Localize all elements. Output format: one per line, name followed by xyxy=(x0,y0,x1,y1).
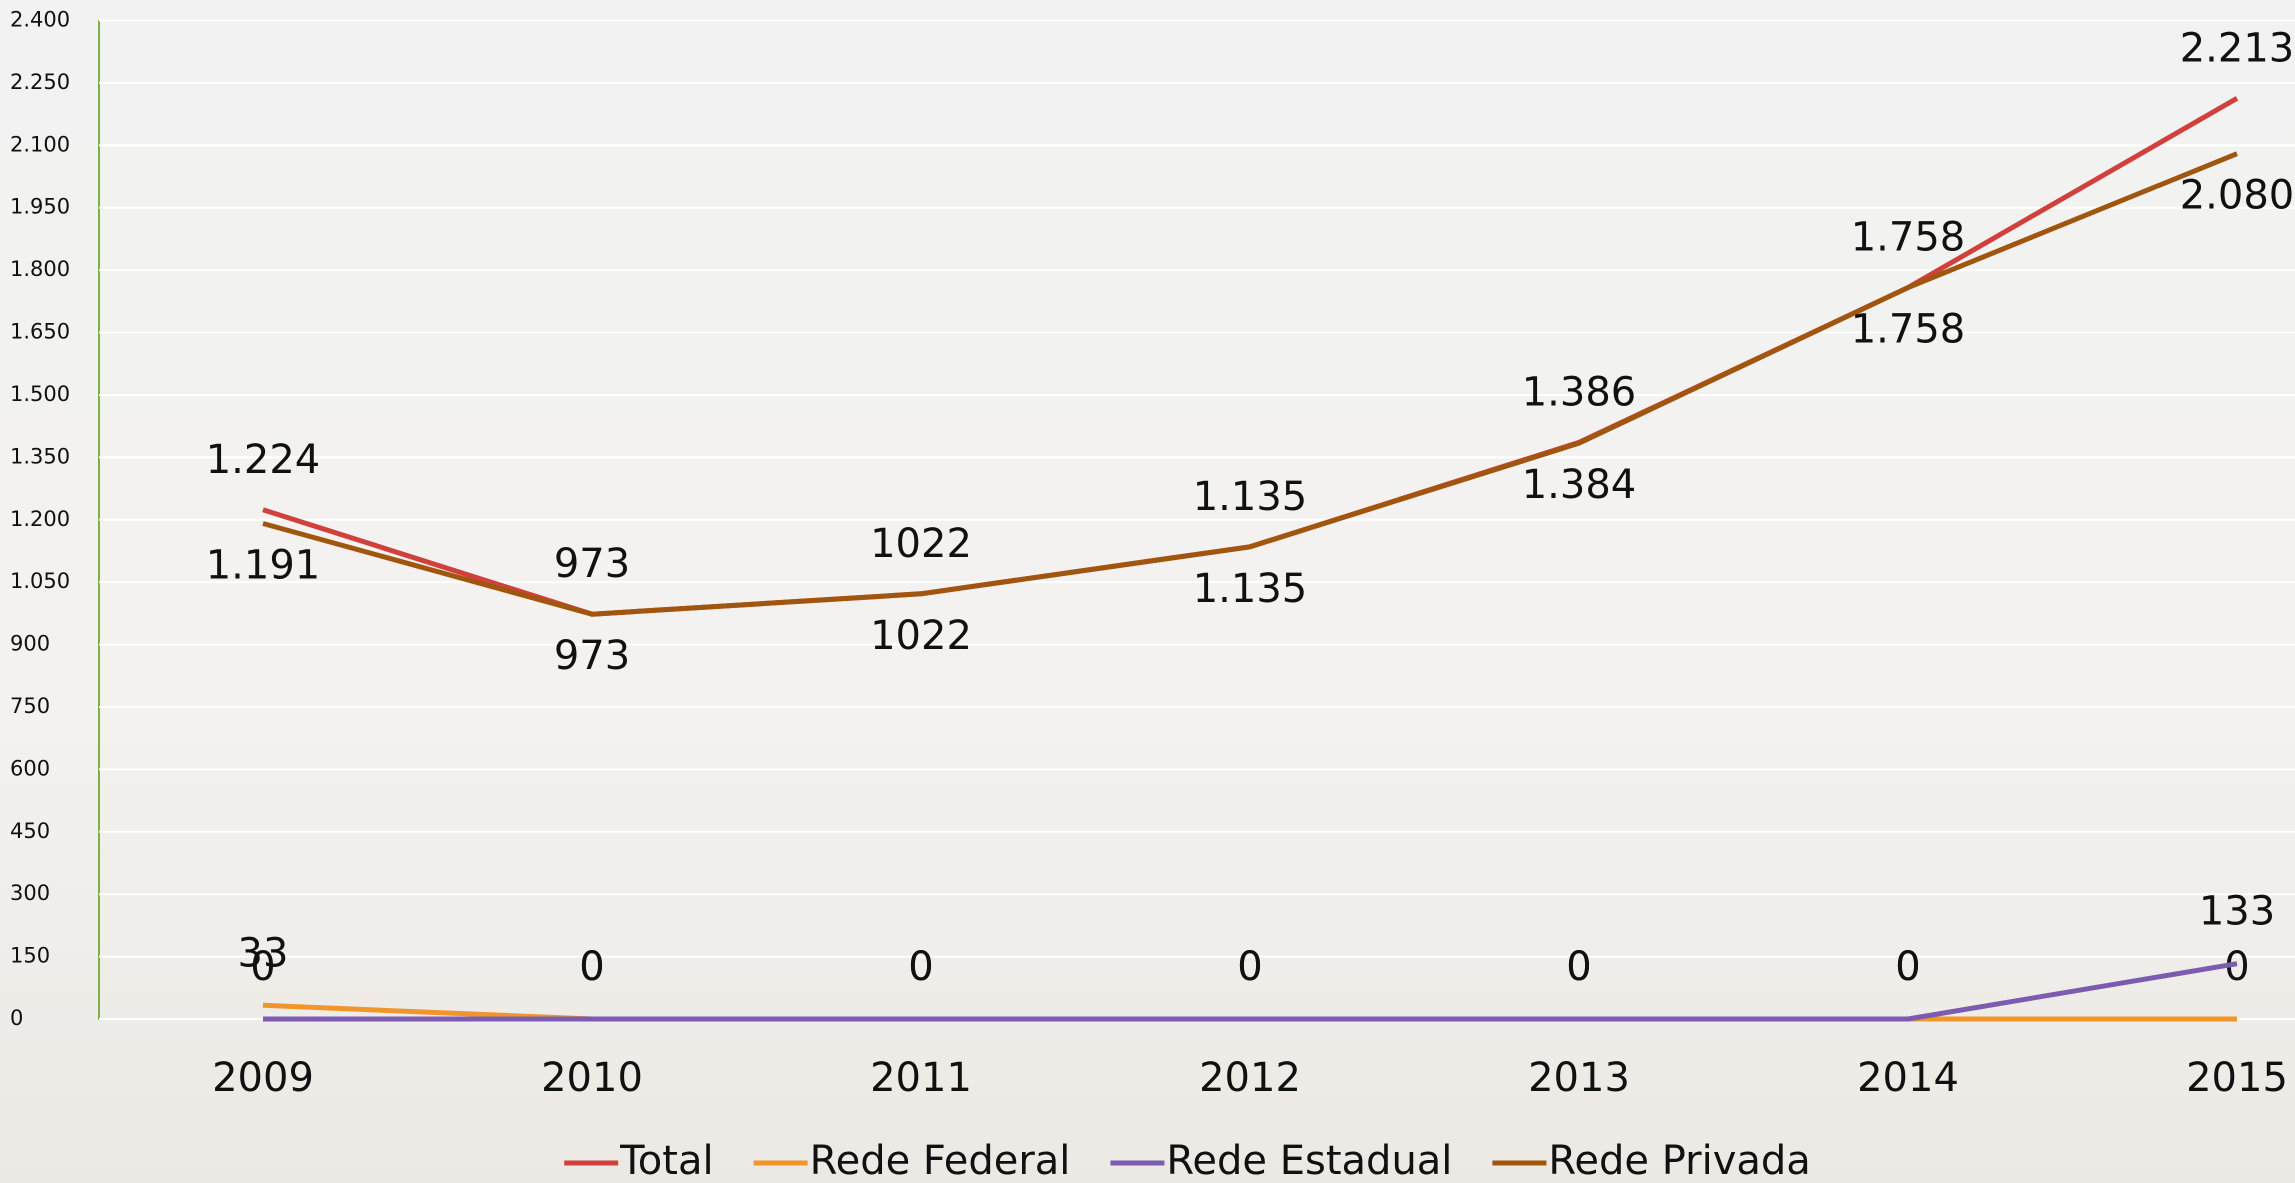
x-tick-label: 2009 xyxy=(212,1055,314,1101)
x-tick-label: 2015 xyxy=(2186,1055,2288,1101)
y-tick-label: 1.800 xyxy=(10,257,70,281)
y-tick-label: 1.650 xyxy=(10,320,70,344)
legend-label: Total xyxy=(619,1138,713,1183)
y-tick-label: 450 xyxy=(10,819,50,843)
y-tick-label: 1.050 xyxy=(10,569,70,593)
data-label: 0 xyxy=(250,944,275,990)
data-label: 1022 xyxy=(870,613,972,659)
y-tick-label: 600 xyxy=(10,756,50,780)
y-tick-label: 300 xyxy=(10,881,50,905)
y-tick-label: 0 xyxy=(10,1006,23,1030)
y-tick-label: 150 xyxy=(10,944,50,968)
y-tick-label: 900 xyxy=(10,632,50,656)
data-label: 2.080 xyxy=(2180,173,2295,219)
data-label: 1.758 xyxy=(1851,215,1966,261)
data-label: 133 xyxy=(2199,889,2275,935)
x-tick-label: 2013 xyxy=(1528,1055,1630,1101)
data-label: 973 xyxy=(554,633,630,679)
data-label: 1.384 xyxy=(1522,462,1637,508)
x-tick-label: 2014 xyxy=(1857,1055,1959,1101)
legend-label: Rede Estadual xyxy=(1166,1138,1452,1183)
data-label: 1.224 xyxy=(206,437,321,483)
y-tick-label: 1.200 xyxy=(10,507,70,531)
data-label: 1.191 xyxy=(206,542,321,588)
y-tick-label: 2.100 xyxy=(10,132,70,156)
data-label: 1.135 xyxy=(1193,474,1308,520)
data-label: 2.213 xyxy=(2180,25,2295,71)
data-label: 1022 xyxy=(870,521,972,567)
data-label: 0 xyxy=(1566,944,1591,990)
y-tick-label: 2.250 xyxy=(10,70,70,94)
x-tick-label: 2011 xyxy=(870,1055,972,1101)
data-label: 0 xyxy=(908,944,933,990)
background xyxy=(0,0,2295,1183)
data-label: 0 xyxy=(579,944,604,990)
data-label: 1.758 xyxy=(1851,307,1966,353)
x-tick-label: 2010 xyxy=(541,1055,643,1101)
data-label: 0 xyxy=(1895,944,1920,990)
data-label: 0 xyxy=(1237,944,1262,990)
y-tick-label: 1.950 xyxy=(10,195,70,219)
y-tick-label: 1.350 xyxy=(10,444,70,468)
y-tick-label: 2.400 xyxy=(10,8,70,32)
chart: 0 150 300 450 600 750 900 1.050 1.200 1.350 1.500 1… xyxy=(0,0,2295,1183)
legend-label: Rede Privada xyxy=(1548,1138,1810,1183)
data-label: 1.386 xyxy=(1522,369,1637,415)
y-tick-label: 1.500 xyxy=(10,382,70,406)
data-label: 1.135 xyxy=(1193,566,1308,612)
y-tick-label: 750 xyxy=(10,694,50,718)
data-label: 973 xyxy=(554,541,630,587)
legend-label: Rede Federal xyxy=(810,1138,1071,1183)
x-tick-label: 2012 xyxy=(1199,1055,1301,1101)
page: 0 150 300 450 600 750 900 1.050 1.200 1.350 1.500 1… xyxy=(0,0,2295,1183)
